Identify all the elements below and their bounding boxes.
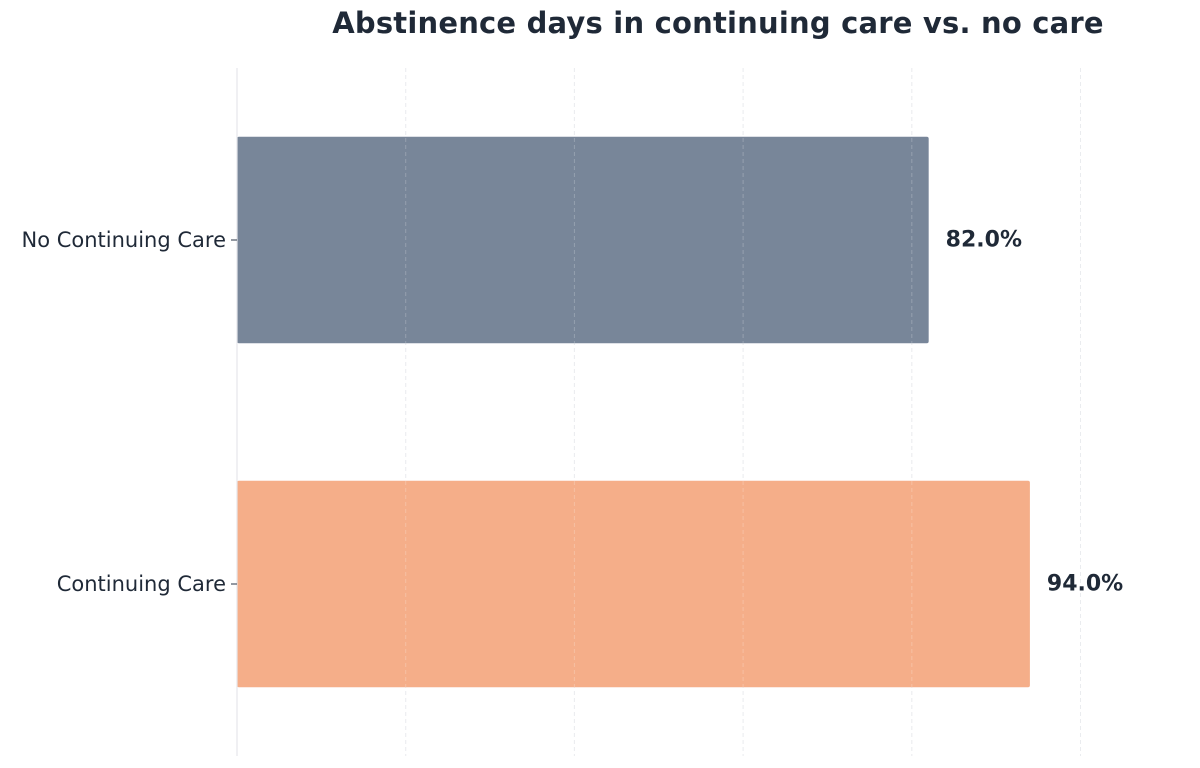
bar-no-continuing-care	[237, 136, 929, 344]
bar-value-label: 82.0%	[946, 228, 1022, 253]
bar-value-label: 94.0%	[1047, 572, 1123, 597]
gridlines-over-bars	[405, 68, 1082, 756]
y-tick-label: No Continuing Care	[21, 228, 226, 252]
bars	[237, 136, 1030, 688]
y-tick-label: Continuing Care	[57, 572, 226, 596]
bar-continuing-care	[237, 480, 1030, 688]
y-axis: No Continuing Care Continuing Care	[21, 68, 238, 756]
chart-title: Abstinence days in continuing care vs. n…	[332, 6, 1104, 40]
value-labels: 82.0% 94.0%	[946, 228, 1124, 597]
